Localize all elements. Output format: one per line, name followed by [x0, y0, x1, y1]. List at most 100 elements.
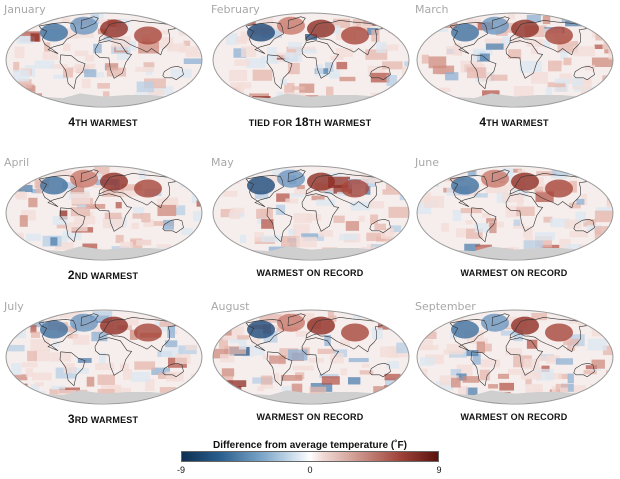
strong-anomaly-patch: [451, 176, 479, 195]
anomaly-patch: [386, 75, 397, 86]
anomaly-patch: [330, 353, 344, 364]
anomaly-patch: [119, 241, 133, 248]
anomaly-patch: [268, 246, 287, 251]
anomaly-patch: [551, 385, 559, 398]
continent-outline: [98, 316, 176, 353]
anomaly-patch: [62, 43, 71, 52]
anomaly-patch: [335, 48, 353, 57]
strong-anomaly-patch: [277, 16, 305, 35]
anomaly-patch: [145, 379, 155, 391]
continent-outline: [449, 22, 488, 54]
anomaly-patch: [240, 31, 254, 39]
anomaly-patch: [53, 170, 73, 176]
anomaly-patch: [372, 327, 383, 340]
anomaly-patch: [213, 14, 222, 23]
antarctica-no-data: [38, 93, 170, 106]
rank-label-part: 4: [68, 115, 76, 129]
continent-outline: [509, 19, 587, 56]
anomaly-patch: [245, 58, 266, 68]
strong-anomaly-patch: [451, 320, 479, 339]
anomaly-patch: [213, 328, 220, 341]
month-label: July: [4, 300, 24, 313]
anomaly-patch: [543, 40, 551, 48]
anomaly-patch: [84, 69, 97, 78]
anomaly-patch: [420, 357, 435, 366]
anomaly-patch: [523, 358, 540, 370]
anomaly-patch: [13, 245, 21, 256]
anomaly-patch: [172, 205, 186, 216]
anomaly-patch: [252, 69, 273, 81]
anomaly-patch: [126, 317, 139, 326]
anomaly-patch: [267, 47, 277, 57]
anomaly-patch: [44, 42, 51, 52]
anomaly-patch: [366, 232, 386, 242]
anomaly-patch: [20, 314, 36, 321]
anomaly-patch: [74, 216, 96, 225]
continent-outline: [38, 22, 77, 54]
anomaly-patch: [131, 372, 151, 382]
anomaly-patch: [103, 36, 115, 41]
anomaly-patch: [16, 36, 35, 44]
anomaly-patch: [151, 367, 171, 375]
anomaly-patch: [196, 200, 202, 207]
anomaly-patch: [131, 222, 140, 230]
month-label: June: [415, 156, 439, 169]
anomaly-patch: [197, 34, 202, 41]
anomaly-patch: [513, 329, 523, 342]
anomaly-patch: [241, 46, 257, 58]
anomaly-patch: [392, 95, 401, 105]
anomaly-patch: [182, 16, 191, 23]
anomaly-patch: [165, 371, 184, 382]
anomaly-patch: [530, 72, 549, 84]
anomaly-patch: [276, 52, 294, 59]
anomaly-patch: [474, 223, 494, 233]
anomaly-patch: [9, 82, 20, 95]
anomaly-patch: [27, 350, 37, 362]
continent-outline: [470, 207, 497, 243]
anomaly-patch: [333, 215, 345, 223]
anomaly-patch: [70, 186, 85, 195]
anomaly-patch: [542, 15, 551, 25]
anomaly-patch: [134, 361, 156, 370]
continent-outline: [245, 22, 284, 54]
map-border: [416, 12, 614, 108]
anomaly-patch: [30, 325, 37, 333]
anomaly-patch: [576, 198, 585, 205]
anomaly-patch: [121, 184, 142, 191]
anomaly-patch: [351, 201, 371, 211]
anomaly-patch: [530, 47, 538, 55]
anomaly-patch: [132, 213, 143, 219]
temperature-anomaly-map: [416, 12, 614, 108]
anomaly-patch: [462, 376, 480, 383]
anomaly-patch: [602, 345, 613, 356]
continent-outline: [98, 19, 176, 56]
anomaly-patch: [573, 385, 586, 394]
anomaly-patch: [225, 386, 242, 395]
anomaly-patch: [254, 190, 269, 199]
anomaly-patch: [513, 219, 521, 226]
anomaly-patch: [422, 386, 438, 395]
anomaly-patch: [74, 50, 89, 57]
anomaly-patch: [460, 60, 483, 73]
anomaly-patch: [318, 230, 334, 237]
anomaly-patch: [417, 202, 432, 214]
anomaly-patch: [545, 87, 553, 97]
continent-outline: [38, 175, 77, 207]
anomaly-patch: [473, 48, 493, 56]
anomaly-patch: [221, 368, 235, 377]
anomaly-patch: [502, 193, 524, 203]
anomaly-patch: [505, 205, 521, 218]
anomaly-patch: [340, 368, 348, 376]
anomaly-patch: [287, 62, 300, 75]
anomaly-patch: [563, 338, 579, 346]
anomaly-patch: [213, 375, 222, 383]
anomaly-patch: [402, 66, 409, 76]
rank-label-part: 18: [295, 115, 309, 129]
anomaly-patch: [367, 65, 386, 77]
anomaly-patch: [148, 89, 165, 96]
month-label: February: [211, 3, 260, 16]
anomaly-patch: [6, 344, 25, 352]
anomaly-patch: [193, 211, 202, 222]
anomaly-patch: [215, 28, 222, 39]
anomaly-patch: [280, 374, 303, 381]
